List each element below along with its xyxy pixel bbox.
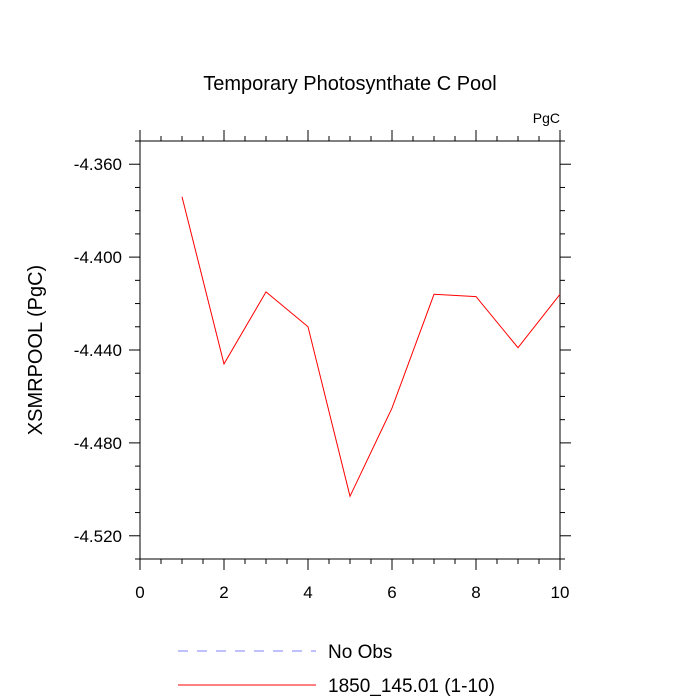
x-tick-label: 0	[135, 583, 144, 602]
y-tick-label: -4.480	[74, 434, 122, 453]
legend-label-no-obs: No Obs	[328, 642, 392, 663]
y-tick-label: -4.360	[74, 155, 122, 174]
legend-label-1850: 1850_145.01 (1-10)	[328, 676, 495, 697]
units-label: PgC	[533, 110, 560, 126]
y-axis-label: XSMRPOOL (PgC)	[25, 265, 47, 435]
y-tick-label: -4.520	[74, 527, 122, 546]
x-tick-label: 2	[219, 583, 228, 602]
series-line-1	[181, 196, 561, 498]
chart-title: Temporary Photosynthate C Pool	[203, 73, 497, 95]
series-lines	[181, 196, 561, 498]
legend: No Obs 1850_145.01 (1-10)	[178, 642, 495, 697]
y-tick-label: -4.400	[74, 248, 122, 267]
x-tick-label: 4	[303, 583, 312, 602]
x-tick-label: 10	[551, 583, 570, 602]
x-tick-label: 6	[387, 583, 396, 602]
axis-ticks	[129, 130, 571, 570]
y-tick-label: -4.440	[74, 341, 122, 360]
axis-tick-labels: 0 2 4 6 8 10 -4.520 -4.480 -4.440 -4.400 -4.360	[74, 155, 570, 602]
plot-area: 0 2 4 6 8 10 -4.520 -4.480 -4.440 -4.400 -4.360	[74, 130, 571, 602]
x-tick-label: 8	[471, 583, 480, 602]
